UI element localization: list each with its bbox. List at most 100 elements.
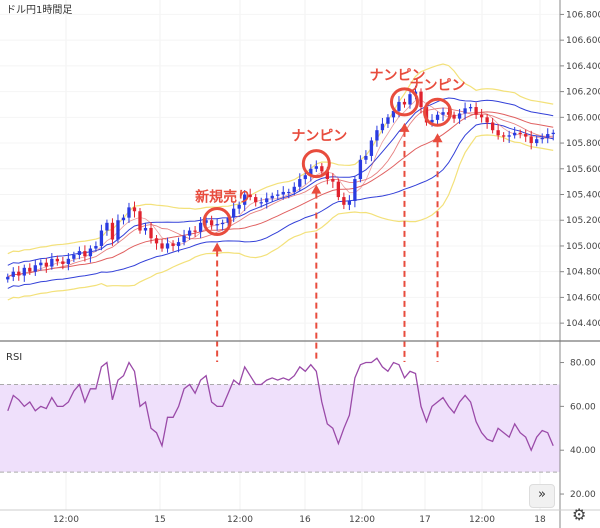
candle-body xyxy=(61,261,65,264)
candle-body xyxy=(226,217,230,223)
candle-body xyxy=(22,267,26,276)
candle-body xyxy=(99,230,104,246)
annotation-circle xyxy=(202,207,232,237)
candle-body xyxy=(309,168,313,176)
annotation-arrowhead xyxy=(212,242,223,252)
x-tick-label: 12:00 xyxy=(469,515,495,525)
candle-body xyxy=(28,267,32,272)
candle-body xyxy=(44,262,48,267)
candle-body xyxy=(132,207,137,212)
rsi-line xyxy=(7,357,554,452)
candle-body xyxy=(364,155,368,160)
candle-body xyxy=(215,224,219,226)
candle-body xyxy=(165,243,170,249)
rsi-tick-label: 80.00 xyxy=(570,359,596,369)
candle-body xyxy=(6,276,10,280)
candle-body xyxy=(325,171,329,180)
candle-body xyxy=(342,197,346,205)
annotation-arrowhead xyxy=(399,122,410,132)
x-tick-label: 12:00 xyxy=(227,515,253,525)
candle-body xyxy=(182,235,186,243)
candle-body xyxy=(160,243,164,249)
settings-gear-icon[interactable]: ⚙ xyxy=(572,505,587,524)
candle-body xyxy=(254,197,258,203)
candle-body xyxy=(375,130,379,141)
candle-body xyxy=(77,251,82,255)
candle-body xyxy=(292,186,296,192)
candle-body xyxy=(116,220,120,240)
candle-body xyxy=(485,117,489,123)
rsi-tick-label: 20.00 xyxy=(570,490,596,500)
candle-body xyxy=(127,207,131,218)
candle-body xyxy=(496,130,500,136)
annotation-label: ナンピン xyxy=(291,129,347,145)
candle-body xyxy=(276,194,280,196)
candle-body xyxy=(83,251,87,257)
bollinger-lower-2sigma xyxy=(7,134,554,301)
candle-body xyxy=(138,211,142,231)
candle-body xyxy=(303,175,307,180)
candle-body xyxy=(287,191,291,194)
candle-body xyxy=(198,222,203,232)
annotation-arrowhead xyxy=(311,184,322,194)
rsi-band xyxy=(0,384,560,473)
annotation-arrowhead xyxy=(432,133,443,143)
annotation-label: ナンピン xyxy=(369,68,425,84)
candle-body xyxy=(331,179,335,182)
candle-body xyxy=(540,137,544,140)
candle-body xyxy=(479,114,484,118)
candle-body xyxy=(265,198,269,203)
candle-body xyxy=(424,107,429,123)
candle-body xyxy=(441,112,445,115)
candle-body xyxy=(149,227,153,239)
chart-title: ドル円1時間足 xyxy=(6,4,72,16)
candle-body xyxy=(39,262,43,266)
candle-body xyxy=(232,208,236,218)
bollinger-bands xyxy=(7,63,554,301)
candle-body xyxy=(402,101,407,105)
rsi-label: RSI xyxy=(6,352,22,363)
candle-body xyxy=(121,217,126,221)
x-tick-label: 16 xyxy=(299,515,311,525)
candle-body xyxy=(468,107,473,109)
candle-body xyxy=(419,91,423,108)
annotation-circle xyxy=(301,149,331,179)
y-tick-label: 104.400 xyxy=(566,319,600,329)
candle-body xyxy=(435,114,440,120)
candle-body xyxy=(551,132,555,135)
candle-body xyxy=(446,112,451,115)
candle-body xyxy=(320,166,324,172)
candle-body xyxy=(143,227,148,231)
y-tick-label: 104.600 xyxy=(566,293,600,303)
y-tick-label: 106.800 xyxy=(566,10,600,20)
y-tick-label: 106.200 xyxy=(566,88,600,98)
x-tick-label: 12:00 xyxy=(349,515,375,525)
candle-body xyxy=(336,181,341,198)
y-tick-label: 105.800 xyxy=(566,139,600,149)
moving-average-20 xyxy=(7,111,554,278)
candle-body xyxy=(66,258,71,264)
x-tick-label: 15 xyxy=(154,515,165,525)
y-tick-label: 104.800 xyxy=(566,268,600,278)
scroll-to-latest-button[interactable]: » xyxy=(529,484,555,508)
candle-body xyxy=(193,230,197,232)
candle-body xyxy=(518,132,522,135)
moving-average-10 xyxy=(7,107,554,278)
candle-body xyxy=(502,135,506,137)
candle-body xyxy=(358,159,363,180)
candle-body xyxy=(243,194,247,205)
candle-body xyxy=(535,139,539,144)
bollinger-upper-1sigma xyxy=(7,97,554,266)
annotation-label: ナンピン xyxy=(410,78,466,94)
candle-body xyxy=(391,110,396,118)
candle-body xyxy=(88,248,93,257)
rsi-panel xyxy=(0,357,560,473)
candles xyxy=(6,85,555,283)
candle-body xyxy=(529,136,533,144)
x-tick-label: 18 xyxy=(534,515,546,525)
candle-body xyxy=(110,222,115,240)
candle-body xyxy=(55,258,59,262)
